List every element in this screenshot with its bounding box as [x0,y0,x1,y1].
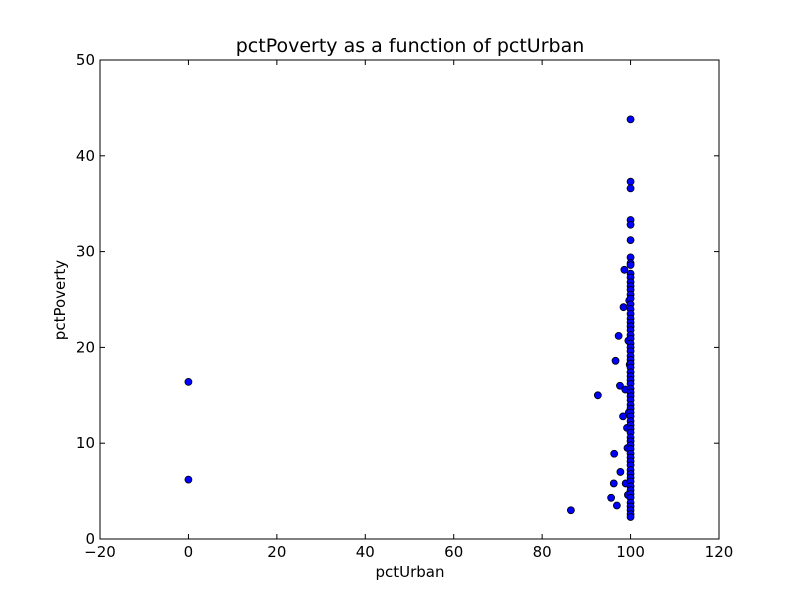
chart-title: pctPoverty as a function of pctUrban [236,35,585,57]
x-tick-label: 120 [705,543,734,561]
x-tick-label: −20 [84,543,116,561]
data-point [616,468,625,476]
plot-frame [99,59,720,540]
data-point [184,475,193,484]
data-point [607,493,616,502]
x-axis-label: pctUrban [375,563,444,581]
points-layer [184,115,635,521]
data-point [593,391,602,400]
data-point [626,115,635,124]
data-point [616,381,624,390]
data-point [184,377,193,386]
data-point [626,513,635,521]
data-point [612,501,621,510]
data-point [609,479,618,488]
y-tick-label: 20 [76,338,95,356]
data-point [614,332,623,340]
data-point [619,412,627,421]
x-tick-label: 20 [267,543,286,561]
data-point [619,303,628,312]
x-tick-label: 100 [616,543,645,561]
x-tick-label: 60 [444,543,463,561]
y-axis-label: pctPoverty [51,260,69,340]
y-tick-label: 50 [76,51,95,69]
y-tick-label: 30 [76,243,95,261]
data-point [626,261,635,269]
data-point [626,184,635,193]
x-tick-label: 80 [533,543,552,561]
y-tick-label: 0 [85,530,95,548]
data-point [566,506,575,515]
data-point [620,265,629,274]
y-tick-label: 10 [76,434,95,452]
data-point [626,177,635,186]
data-point [611,356,620,365]
data-point [626,236,635,245]
y-tick-label: 40 [76,147,95,165]
data-point [610,449,619,458]
x-tick-label: 0 [184,543,194,561]
data-point [626,220,635,229]
x-tick-label: 40 [356,543,375,561]
